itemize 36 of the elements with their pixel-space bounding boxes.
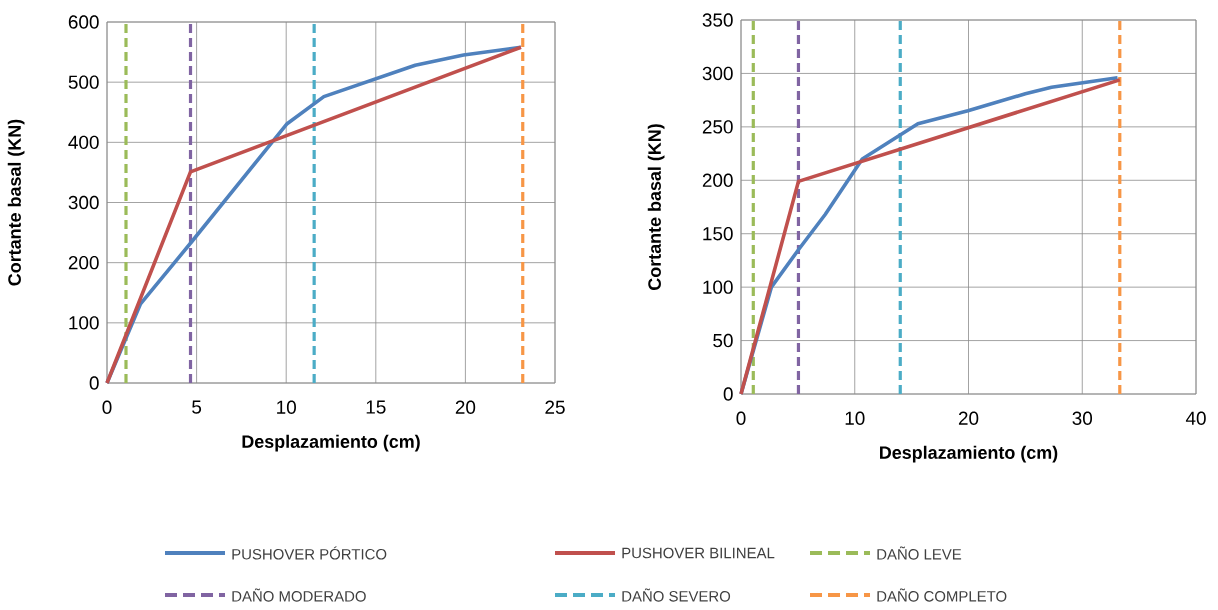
y-tick-label: 400: [68, 135, 99, 150]
y-tick-label: 200: [702, 173, 733, 187]
legend-label: DAÑO LEVE: [877, 546, 962, 560]
y-axis-title: Cortante basal (KN): [647, 124, 665, 290]
legend-label: PUSHOVER BILINEAL: [622, 547, 775, 559]
legend-label: DAÑO SEVERO: [622, 588, 731, 602]
y-tick-label: 500: [68, 75, 99, 89]
y-tick-label: 0: [89, 376, 99, 390]
y-tick-label: 350: [702, 13, 733, 27]
legend-label: DAÑO COMPLETO: [877, 588, 1007, 602]
legend-label: DAÑO MODERADO: [232, 588, 366, 602]
x-tick-label: 0: [736, 411, 746, 425]
y-tick-label: 100: [69, 316, 99, 330]
x-tick-label: 10: [845, 411, 865, 425]
x-tick-label: 20: [958, 411, 979, 425]
x-tick-label: 10: [277, 400, 296, 414]
x-tick-label: 40: [1185, 411, 1206, 425]
y-tick-label: 250: [702, 120, 733, 134]
x-tick-label: 15: [366, 400, 386, 414]
x-axis-title: Desplazamiento (cm): [880, 445, 1058, 463]
y-tick-label: 300: [702, 66, 733, 81]
x-tick-label: 5: [192, 400, 202, 414]
y-tick-label: 50: [713, 333, 733, 348]
x-tick-label: 0: [102, 400, 112, 414]
x-tick-label: 25: [545, 400, 565, 414]
y-tick-label: 200: [68, 255, 99, 270]
y-tick-label: 600: [68, 15, 99, 29]
x-axis-title: Desplazamiento (cm): [242, 434, 420, 452]
y-tick-label: 300: [68, 195, 99, 210]
y-axis-title: Cortante basal (KN): [7, 119, 25, 286]
y-tick-label: 100: [703, 280, 733, 294]
x-tick-label: 20: [455, 400, 476, 414]
y-tick-label: 150: [703, 227, 733, 241]
y-tick-label: 0: [723, 387, 733, 401]
x-tick-label: 30: [1072, 411, 1093, 425]
legend-label: PUSHOVER PÓRTICO: [232, 546, 387, 560]
